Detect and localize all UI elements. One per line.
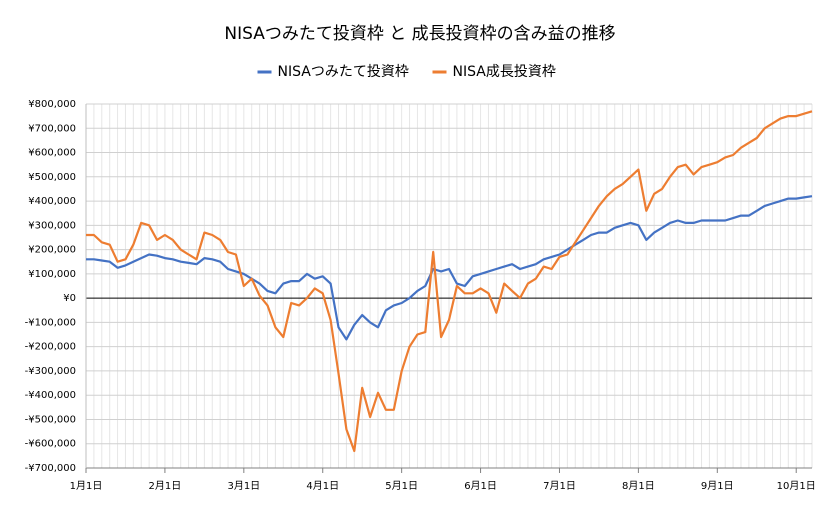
x-tick-label: 9月1日	[701, 480, 734, 492]
series-line	[86, 195, 813, 341]
y-tick-label: -¥400,000	[25, 390, 76, 401]
y-tick-label: ¥700,000	[28, 123, 76, 134]
x-tick-label: 3月1日	[227, 480, 260, 492]
x-tick-label: 8月1日	[622, 480, 655, 492]
legend-label: NISAつみたて投資枠	[278, 64, 409, 80]
x-tick-label: 2月1日	[149, 480, 182, 492]
y-tick-label: -¥700,000	[25, 463, 76, 474]
y-tick-label: -¥100,000	[25, 317, 76, 328]
y-tick-label: ¥200,000	[28, 245, 76, 256]
y-tick-label: -¥500,000	[25, 414, 76, 425]
x-tick-label: 1月1日	[70, 480, 103, 492]
y-tick-label: ¥300,000	[28, 220, 76, 231]
x-tick-label: 10月1日	[777, 480, 816, 492]
chart-title: NISAつみたて投資枠 と 成長投資枠の含み益の推移	[224, 24, 615, 44]
x-tick-label: 6月1日	[464, 480, 497, 492]
y-tick-label: -¥600,000	[25, 439, 76, 450]
y-tick-label: ¥100,000	[28, 269, 76, 280]
y-tick-label: -¥300,000	[25, 366, 76, 377]
x-tick-label: 4月1日	[306, 480, 339, 492]
y-tick-label: -¥200,000	[25, 342, 76, 353]
x-tick-label: 5月1日	[385, 480, 418, 492]
y-tick-label: ¥0	[63, 293, 76, 304]
y-tick-label: ¥600,000	[28, 148, 76, 159]
x-tick-label: 7月1日	[543, 480, 576, 492]
y-tick-label: ¥400,000	[28, 196, 76, 207]
legend-label: NISA成長投資枠	[453, 64, 556, 80]
y-tick-label: ¥800,000	[28, 99, 76, 110]
y-tick-label: ¥500,000	[28, 172, 76, 183]
series-line	[86, 110, 813, 453]
